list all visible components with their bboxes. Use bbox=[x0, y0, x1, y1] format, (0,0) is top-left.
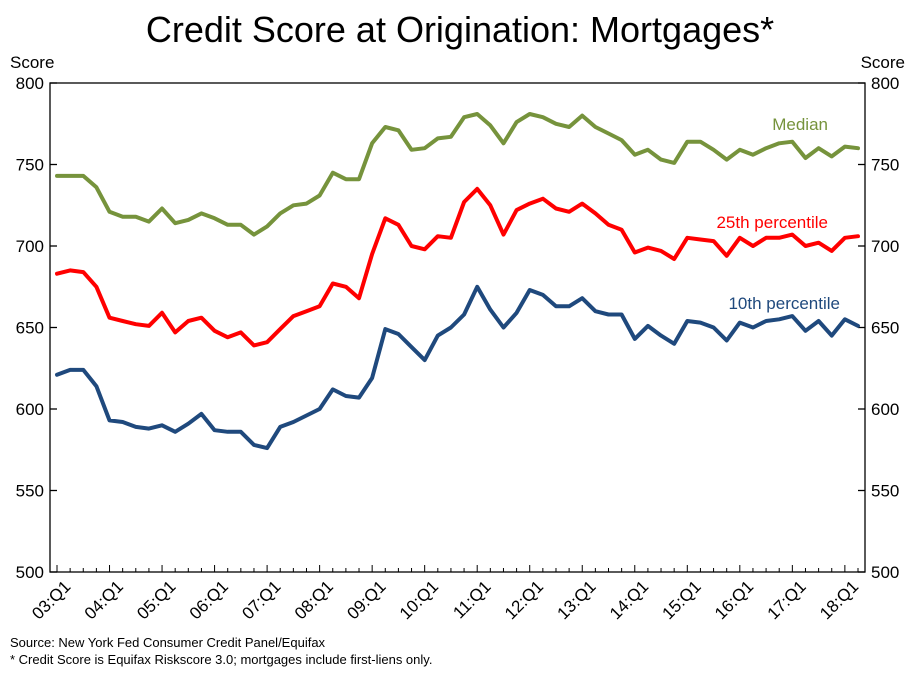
x-tick-label: 11:Q1 bbox=[449, 577, 494, 622]
y-tick-label-right: 600 bbox=[871, 400, 899, 419]
x-tick-label: 16:Q1 bbox=[711, 577, 757, 623]
x-tick-label: 07:Q1 bbox=[238, 577, 284, 623]
y-tick-label-right: 750 bbox=[871, 156, 899, 175]
series-label-10th-percentile: 10th percentile bbox=[728, 294, 840, 313]
x-tick-label: 05:Q1 bbox=[133, 577, 179, 623]
series-labels: Median 25th percentile 10th percentile bbox=[716, 115, 840, 313]
x-tick-label: 03:Q1 bbox=[28, 577, 74, 623]
series-line-median bbox=[55, 112, 860, 237]
series-lines bbox=[55, 112, 860, 451]
x-tick-label: 17:Q1 bbox=[764, 577, 810, 623]
y-tick-label-right: 700 bbox=[871, 237, 899, 256]
x-tick-label: 09:Q1 bbox=[343, 577, 389, 623]
x-tick-label: 10:Q1 bbox=[396, 577, 442, 623]
y-tick-label-left: 500 bbox=[16, 563, 44, 582]
series-line-25th-percentile bbox=[55, 186, 860, 348]
y-tick-label-left: 800 bbox=[16, 74, 44, 93]
y-tick-label-left: 550 bbox=[16, 482, 44, 501]
y-axis-title-left: Score bbox=[10, 53, 54, 72]
x-tick-label: 04:Q1 bbox=[81, 577, 127, 623]
x-tick-label: 18:Q1 bbox=[816, 577, 862, 623]
x-tick-label: 13:Q1 bbox=[554, 577, 600, 623]
y-tick-label-right: 550 bbox=[871, 482, 899, 501]
series-line-10th-percentile bbox=[55, 284, 860, 451]
y-tick-label-right: 500 bbox=[871, 563, 899, 582]
y-tick-label-left: 750 bbox=[16, 156, 44, 175]
x-tick-label: 15:Q1 bbox=[659, 577, 705, 623]
y-tick-label-right: 650 bbox=[871, 319, 899, 338]
y-tick-label-left: 700 bbox=[16, 237, 44, 256]
y-tick-label-right: 800 bbox=[871, 74, 899, 93]
chart-title: Credit Score at Origination: Mortgages* bbox=[145, 9, 775, 50]
series-label-median: Median bbox=[772, 115, 828, 134]
x-tick-label: 14:Q1 bbox=[606, 577, 652, 623]
y-tick-label-left: 600 bbox=[16, 400, 44, 419]
y-axis-title-right: Score bbox=[861, 53, 905, 72]
source-footnote: Source: New York Fed Consumer Credit Pan… bbox=[10, 635, 326, 650]
axes: 500 500 550 550 600 600 650 650 700 700 750 750 800 8… bbox=[10, 53, 905, 623]
series-label-25th-percentile: 25th percentile bbox=[716, 213, 828, 232]
definition-footnote: * Credit Score is Equifax Riskscore 3.0;… bbox=[10, 652, 433, 667]
x-tick-label: 08:Q1 bbox=[291, 577, 337, 623]
y-tick-label-left: 650 bbox=[16, 319, 44, 338]
x-tick-label: 06:Q1 bbox=[186, 577, 232, 623]
x-tick-label: 12:Q1 bbox=[501, 577, 547, 623]
